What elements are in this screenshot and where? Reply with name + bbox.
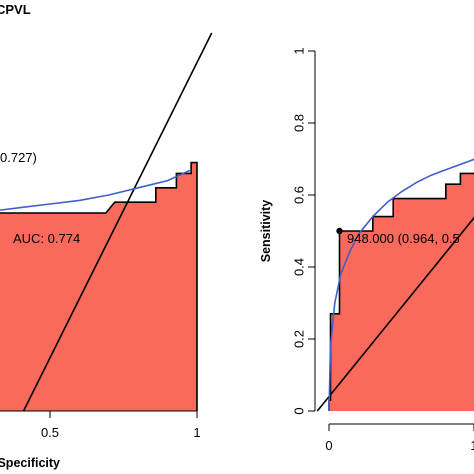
chance-diagonal xyxy=(22,32,213,412)
threshold-label: 948.000 (0.964, 0.5 xyxy=(347,231,460,246)
panel-title: CPVL xyxy=(0,2,31,17)
smoothed-roc-curve xyxy=(0,169,192,211)
x-tick-label: 1 xyxy=(470,438,474,453)
y-tick-label: 0.2 xyxy=(291,330,306,348)
y-tick-label: 0.8 xyxy=(291,114,306,132)
roc-panel-cpvl: 0.5 1 CPVL 0.727) AUC: 0.774 Specificity xyxy=(0,2,213,470)
y-tick-label: 0 xyxy=(291,407,306,414)
threshold-label: 0.727) xyxy=(0,150,37,165)
roc-panel-right: 0 0.2 0.4 0.6 0.8 1 0 1 948.000 (0.964, 0.5 Sen… xyxy=(259,47,474,453)
chance-diagonal xyxy=(316,216,474,412)
axes: 0 0.2 0.4 0.6 0.8 1 0 1 xyxy=(291,47,474,453)
roc-area-fill xyxy=(0,162,197,411)
auc-label: AUC: 0.774 xyxy=(13,231,80,246)
x-axis: 0.5 1 xyxy=(0,410,201,440)
empirical-roc-curve xyxy=(0,161,198,411)
roc-area-fill xyxy=(329,173,474,411)
y-tick-label: 0.4 xyxy=(291,258,306,276)
x-tick-label: 1 xyxy=(193,425,200,440)
y-axis-title: Sensitivity xyxy=(259,200,273,263)
y-tick-label: 1 xyxy=(291,47,306,54)
threshold-point xyxy=(336,227,343,235)
x-tick-label: 0.5 xyxy=(41,425,59,440)
smoothed-roc-curve xyxy=(328,158,474,412)
x-tick-label: 0 xyxy=(325,438,332,453)
y-tick-label: 0.6 xyxy=(291,186,306,204)
x-axis-title: Specificity xyxy=(0,456,60,470)
